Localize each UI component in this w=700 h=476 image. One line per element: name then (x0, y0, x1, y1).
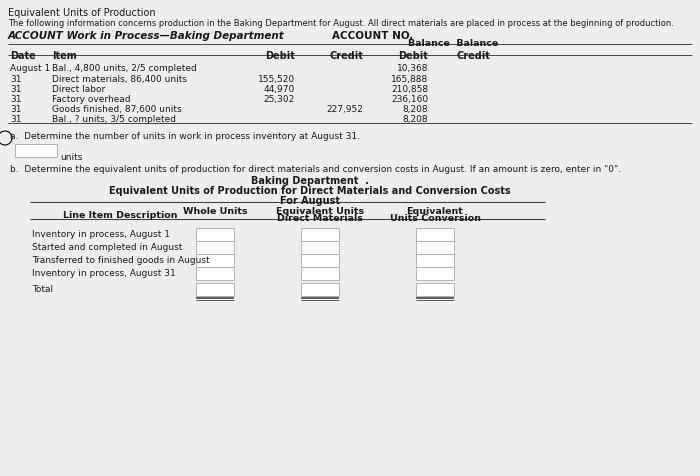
Bar (301, 283, 339, 296)
Text: 210,858: 210,858 (391, 85, 428, 94)
Text: 8,208: 8,208 (402, 105, 428, 114)
Text: Direct materials, 86,400 units: Direct materials, 86,400 units (52, 75, 187, 84)
Bar (196, 241, 234, 254)
Text: 31: 31 (10, 95, 22, 104)
Text: 155,520: 155,520 (258, 75, 295, 84)
Text: 236,160: 236,160 (391, 95, 428, 104)
Text: Equivalent: Equivalent (407, 207, 463, 216)
Text: Equivalent Units of Production for Direct Materials and Conversion Costs: Equivalent Units of Production for Direc… (109, 186, 511, 196)
Bar (196, 254, 234, 267)
Text: Bal., ? units, 3/5 completed: Bal., ? units, 3/5 completed (52, 115, 176, 124)
Text: b.  Determine the equivalent units of production for direct materials and conver: b. Determine the equivalent units of pro… (10, 165, 621, 174)
Text: Debit: Debit (265, 51, 295, 61)
Text: Factory overhead: Factory overhead (52, 95, 131, 104)
Text: Direct Materials: Direct Materials (277, 214, 363, 223)
Bar (416, 283, 454, 296)
Text: 31: 31 (10, 85, 22, 94)
Text: Line Item Description: Line Item Description (63, 211, 177, 220)
Text: The following information concerns production in the Baking Department for Augus: The following information concerns produ… (8, 19, 674, 28)
Text: a.  Determine the number of units in work in process inventory at August 31.: a. Determine the number of units in work… (10, 132, 360, 141)
Text: Credit: Credit (456, 51, 490, 61)
Bar (416, 267, 454, 280)
Text: 227,952: 227,952 (326, 105, 363, 114)
Text: Goods finished, 87,600 units: Goods finished, 87,600 units (52, 105, 181, 114)
Text: 165,888: 165,888 (391, 75, 428, 84)
Text: Bal., 4,800 units, 2/5 completed: Bal., 4,800 units, 2/5 completed (52, 64, 197, 73)
Text: units: units (60, 153, 83, 162)
Bar (196, 283, 234, 296)
Text: Date: Date (10, 51, 36, 61)
Text: Started and completed in August: Started and completed in August (32, 243, 183, 252)
Text: Transferred to finished goods in August: Transferred to finished goods in August (32, 256, 209, 265)
Text: August 1: August 1 (10, 64, 50, 73)
Text: Equivalent Units of Production: Equivalent Units of Production (8, 8, 155, 18)
Bar (196, 228, 234, 241)
Text: Debit: Debit (398, 51, 428, 61)
Text: Inventory in process, August 31: Inventory in process, August 31 (32, 269, 176, 278)
Bar (301, 241, 339, 254)
Bar (416, 241, 454, 254)
Bar (196, 267, 234, 280)
Text: Item: Item (52, 51, 77, 61)
Text: Baking Department  .: Baking Department . (251, 176, 369, 186)
Text: Total: Total (32, 285, 53, 294)
Bar (416, 228, 454, 241)
Text: 31: 31 (10, 75, 22, 84)
Text: Balance  Balance: Balance Balance (408, 39, 498, 48)
Text: 10,368: 10,368 (396, 64, 428, 73)
Text: Whole Units: Whole Units (183, 207, 247, 216)
Text: ACCOUNT NO.: ACCOUNT NO. (332, 31, 414, 41)
Bar (15, 144, 57, 157)
Text: Equivalent Units: Equivalent Units (276, 207, 364, 216)
Text: Units Conversion: Units Conversion (389, 214, 480, 223)
Text: 31: 31 (10, 115, 22, 124)
Text: 44,970: 44,970 (264, 85, 295, 94)
Text: Credit: Credit (329, 51, 363, 61)
Bar (301, 267, 339, 280)
Text: 8,208: 8,208 (402, 115, 428, 124)
Text: 25,302: 25,302 (264, 95, 295, 104)
Bar (301, 228, 339, 241)
Text: ACCOUNT Work in Process—Baking Department: ACCOUNT Work in Process—Baking Departmen… (8, 31, 285, 41)
Text: 31: 31 (10, 105, 22, 114)
Bar (416, 254, 454, 267)
Bar (301, 254, 339, 267)
Text: For August: For August (280, 196, 340, 206)
Text: Inventory in process, August 1: Inventory in process, August 1 (32, 230, 170, 239)
Text: Direct labor: Direct labor (52, 85, 105, 94)
